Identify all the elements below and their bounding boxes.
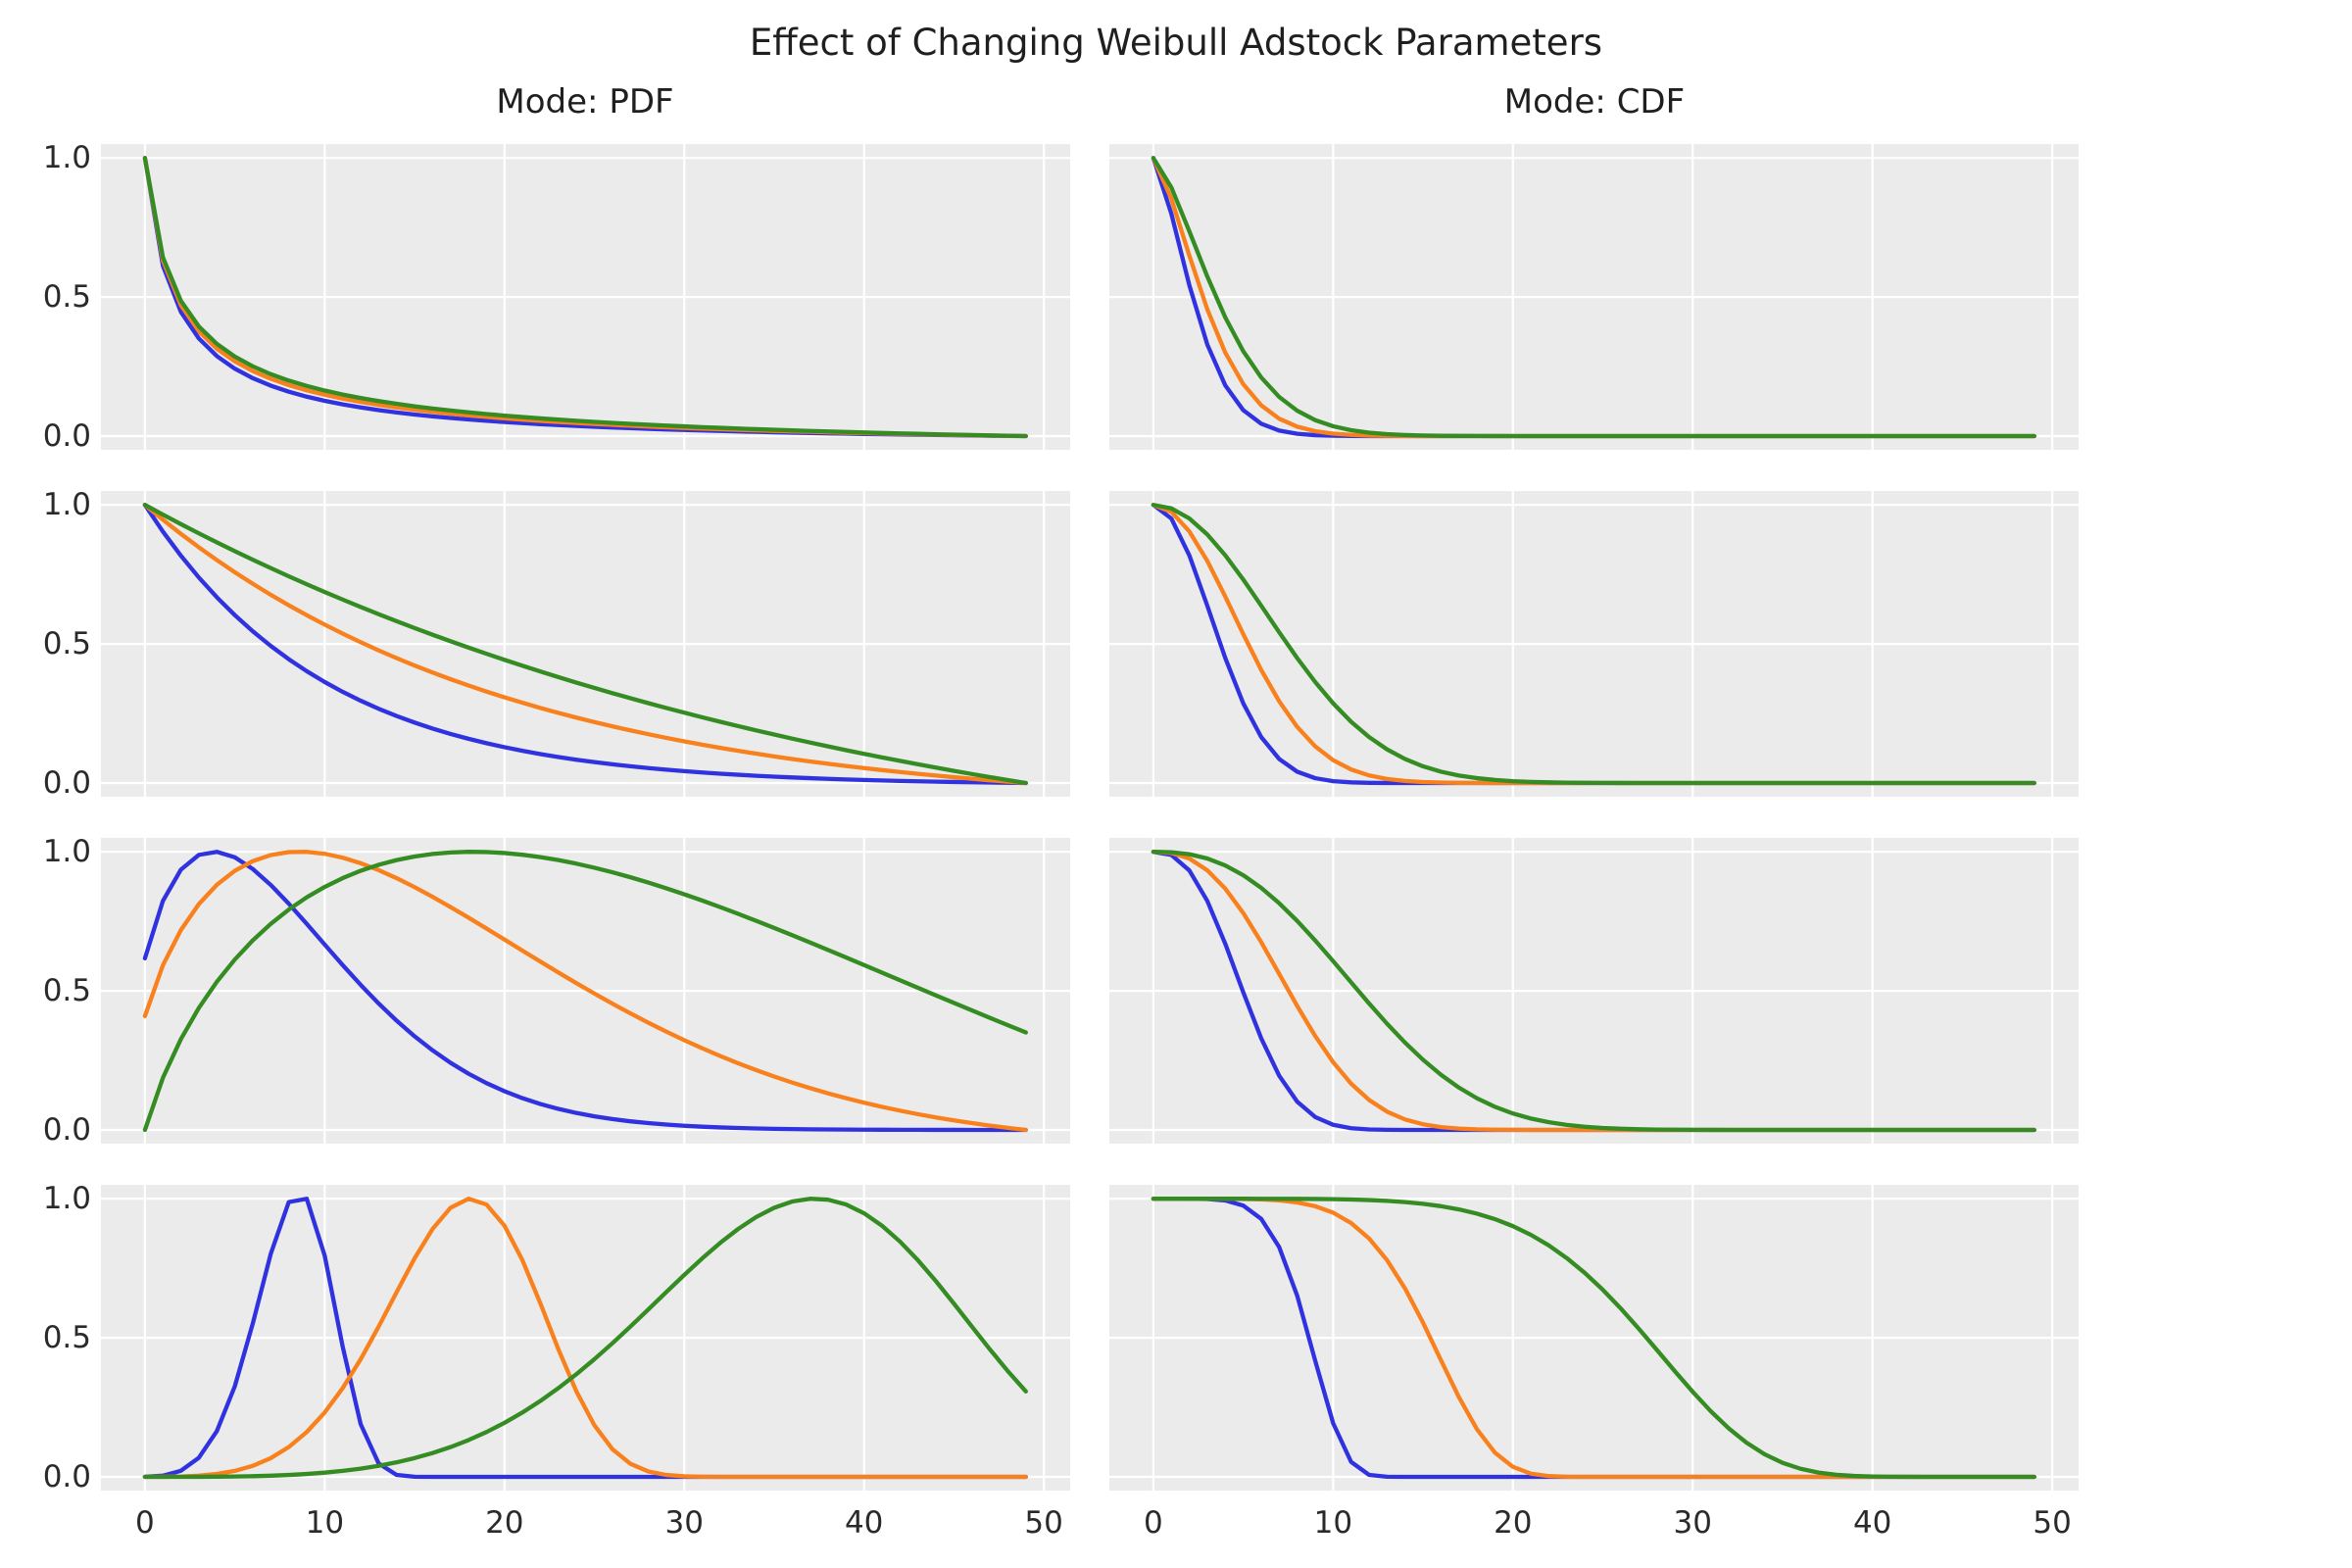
curve-scale-40-pdf-row1 bbox=[142, 156, 1028, 439]
curve-scale-20-pdf-row3 bbox=[142, 850, 1028, 1133]
subplot-pdf-row4 bbox=[101, 1185, 1070, 1491]
subplot-pdf-row3 bbox=[101, 838, 1070, 1144]
x-tick-label: 10 bbox=[1313, 1505, 1353, 1541]
column-title-cdf: Mode: CDF bbox=[1503, 82, 1686, 122]
axes-cdf-row4 bbox=[1109, 1185, 2079, 1491]
curve-scale-20-pdf-row2 bbox=[142, 503, 1028, 786]
x-tick-label: 10 bbox=[305, 1505, 345, 1541]
y-tick-label: 0.0 bbox=[42, 1459, 91, 1494]
curve-scale-40-pdf-row3 bbox=[142, 850, 1028, 1133]
x-tick-label: 0 bbox=[135, 1505, 155, 1541]
axes-cdf-row3 bbox=[1109, 838, 2079, 1144]
x-tick-label: 0 bbox=[1144, 1505, 1163, 1541]
axes-pdf-row1 bbox=[101, 144, 1070, 450]
curve-scale-10-pdf-row2 bbox=[142, 503, 1028, 786]
curve-scale-40-cdf-row4 bbox=[1151, 1197, 2036, 1480]
x-tick-label: 40 bbox=[844, 1505, 884, 1541]
subplot-cdf-row1 bbox=[1109, 144, 2079, 450]
axes-pdf-row4 bbox=[101, 1185, 1070, 1491]
y-tick-label: 1.0 bbox=[42, 140, 91, 176]
subplot-cdf-row4 bbox=[1109, 1185, 2079, 1491]
subplot-cdf-row3 bbox=[1109, 838, 2079, 1144]
y-tick-label: 1.0 bbox=[42, 1181, 91, 1217]
subplot-pdf-row2 bbox=[101, 491, 1070, 797]
x-tick-label: 20 bbox=[1494, 1505, 1533, 1541]
axes-pdf-row3 bbox=[101, 838, 1070, 1144]
x-tick-label: 50 bbox=[1024, 1505, 1063, 1541]
column-title-pdf: Mode: PDF bbox=[496, 82, 674, 122]
axes-pdf-row2 bbox=[101, 491, 1070, 797]
y-tick-label: 0.5 bbox=[42, 973, 91, 1009]
curve-scale-40-pdf-row4 bbox=[142, 1197, 1028, 1480]
x-tick-label: 30 bbox=[1673, 1505, 1712, 1541]
axes-cdf-row1 bbox=[1109, 144, 2079, 450]
y-tick-label: 0.0 bbox=[42, 418, 91, 454]
curve-scale-40-pdf-row2 bbox=[142, 503, 1028, 786]
curve-scale-40-cdf-row1 bbox=[1151, 156, 2036, 439]
subplot-pdf-row1 bbox=[101, 144, 1070, 450]
x-tick-label: 40 bbox=[1852, 1505, 1892, 1541]
figure-title: Effect of Changing Weibull Adstock Param… bbox=[749, 22, 1603, 64]
axes-cdf-row2 bbox=[1109, 491, 2079, 797]
y-tick-label: 0.0 bbox=[42, 765, 91, 801]
x-tick-label: 20 bbox=[485, 1505, 524, 1541]
y-tick-label: 1.0 bbox=[42, 834, 91, 870]
x-tick-label: 50 bbox=[2033, 1505, 2072, 1541]
curve-scale-40-cdf-row2 bbox=[1151, 503, 2036, 786]
x-tick-label: 30 bbox=[664, 1505, 704, 1541]
y-tick-label: 1.0 bbox=[42, 487, 91, 523]
curve-scale-40-cdf-row3 bbox=[1151, 850, 2036, 1133]
y-tick-label: 0.5 bbox=[42, 1320, 91, 1356]
curve-scale-20-pdf-row4 bbox=[142, 1197, 1028, 1480]
subplot-cdf-row2 bbox=[1109, 491, 2079, 797]
y-tick-label: 0.5 bbox=[42, 626, 91, 662]
y-tick-label: 0.5 bbox=[42, 279, 91, 316]
y-tick-label: 0.0 bbox=[42, 1112, 91, 1148]
